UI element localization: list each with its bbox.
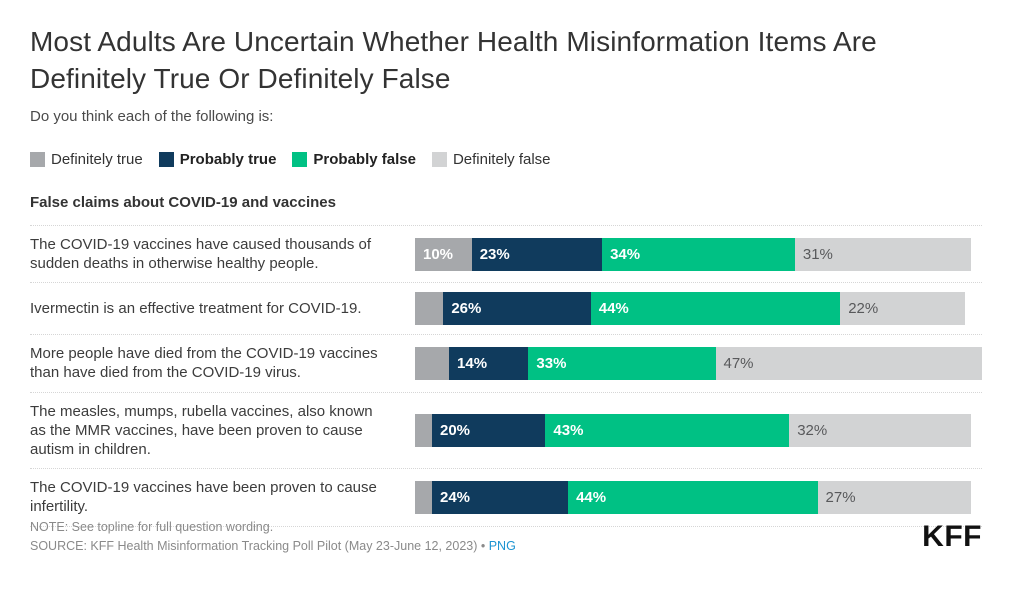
section-header: False claims about COVID-19 and vaccines [30,193,336,211]
bar-segment: 22% [840,292,965,326]
bar-segment: 27% [817,480,971,514]
bar-segment: 44% [568,480,818,514]
bar-segment: 24% [432,480,569,514]
legend-label: Probably true [179,150,277,168]
bar-segment: 33% [528,346,716,380]
chart-title: Most Adults Are Uncertain Whether Health… [30,26,877,94]
source-text: SOURCE: KFF Health Misinformation Tracki… [30,537,516,556]
legend-label: Definitely false [452,150,551,168]
footer: NOTE: See topline for full question word… [30,518,982,556]
legend-item: Definitely false [431,150,551,168]
segment-label: 22% [848,300,879,318]
bar-segment: 47% [715,346,982,380]
bar-row: More people have died from the COVID-19 … [30,334,982,391]
segment-label: 26% [451,300,482,318]
source-prefix: SOURCE: KFF Health Misinformation Tracki… [30,538,489,553]
bar-segment [415,346,450,380]
segment-label: 44% [576,488,607,506]
bar-segment [415,292,444,326]
segment-label: 44% [598,300,629,318]
bar-track: 14% 33% 47% [415,346,982,380]
segment-label: 27% [825,488,856,506]
legend-item: Definitely true [30,151,143,168]
segment-label: 33% [536,354,567,372]
legend-swatch [431,151,447,167]
row-label: The measles, mumps, rubella vaccines, al… [30,402,373,459]
bar-track: 10% 23% 34% 31% [415,237,982,271]
legend-swatch [30,151,45,167]
segment-label: 14% [457,354,488,372]
bar-segment: 31% [794,237,971,271]
bar-track: 24% 44% 27% [415,480,982,514]
bar-track: 20% 43% 32% [415,413,982,447]
bar-row: The COVID-19 vaccines have been proven t… [30,468,982,527]
bar-segment [415,480,432,514]
legend-swatch [292,151,308,167]
bar-segment: 43% [545,413,790,447]
segment-label: 34% [610,245,641,263]
legend-item: Probably false [292,151,416,168]
bar-segment: 20% [432,413,546,447]
bar-segment: 23% [471,237,603,271]
kff-logo: KFF [922,520,982,553]
legend-item: Probably true [158,150,277,168]
bar-row: The measles, mumps, rubella vaccines, al… [30,391,982,469]
segment-label: 32% [797,421,828,439]
bar-segment: 26% [443,292,591,326]
legend-label: Definitely true [51,150,143,168]
legend: Definitely true Probably true Probably fal… [30,151,982,168]
segment-label: 31% [802,245,833,263]
bar-track: 26% 44% 22% [415,292,982,326]
segment-label: 24% [440,488,471,506]
bar-segment: 10% [415,237,472,271]
png-link[interactable]: PNG [488,538,516,553]
chart-subtitle: Do you think each of the following is: [30,107,274,125]
bar-row: Ivermectin is an effective treatment for… [30,282,982,334]
bar-segment [415,413,432,447]
segment-label: 47% [723,354,754,372]
row-label: More people have died from the COVID-19 … [30,345,378,382]
segment-label: 10% [423,245,454,263]
note-text: NOTE: See topline for full question word… [30,520,274,534]
segment-label: 20% [440,421,471,439]
bar-segment: 32% [789,413,971,447]
row-label: The COVID-19 vaccines have caused thousa… [30,235,372,273]
segment-label: 23% [479,245,510,263]
bar-segment: 14% [449,346,529,380]
row-label: The COVID-19 vaccines have been proven t… [30,479,377,516]
bar-segment: 34% [602,237,795,271]
row-label: Ivermectin is an effective treatment for… [30,300,362,318]
bar-row: The COVID-19 vaccines have caused thousa… [30,224,982,282]
footnotes: NOTE: See topline for full question word… [30,518,516,556]
bar-chart: The COVID-19 vaccines have caused thousa… [30,224,982,527]
segment-label: 43% [553,421,584,439]
bar-segment: 44% [590,292,841,326]
legend-swatch [158,151,174,167]
legend-label: Probably false [313,150,416,168]
